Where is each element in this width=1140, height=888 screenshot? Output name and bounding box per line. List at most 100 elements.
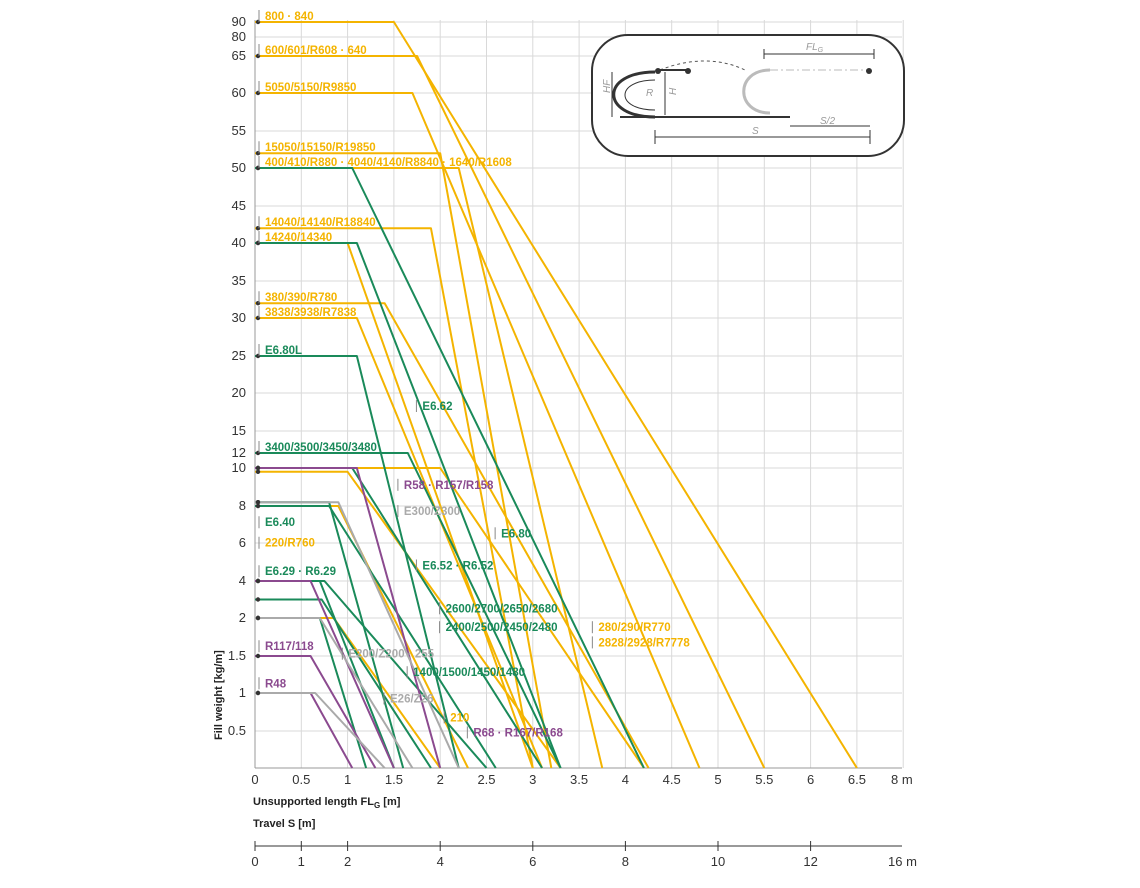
series-start-marker [255, 465, 261, 471]
series-line [255, 55, 766, 769]
series-start-marker [255, 690, 261, 696]
series-line [255, 167, 645, 769]
y-tick-label: 6 [239, 535, 246, 550]
y-tick-label: 20 [232, 385, 246, 400]
series-line [255, 505, 497, 769]
series-start-marker [255, 240, 261, 246]
y-tick-label: 25 [232, 348, 246, 363]
x-tick-label: 5 [714, 772, 721, 787]
x-tick-label: 4.5 [663, 772, 681, 787]
y-tick-label: 40 [232, 235, 246, 250]
series-label: 15050/15150/R19850 [265, 142, 376, 154]
travel-tick-label: 4 [437, 854, 444, 869]
x-axis-unit: 8 m [891, 772, 913, 787]
x-tick-label: 0.5 [292, 772, 310, 787]
series-line [255, 501, 460, 769]
series-label: 2600/2700/2650/2680 [446, 603, 558, 615]
series-label: 220/R760 [265, 538, 315, 550]
svg-text:S: S [752, 126, 759, 137]
series-start-marker [255, 165, 261, 171]
y-tick-label: 30 [232, 310, 246, 325]
travel-tick-label: 8 [622, 854, 629, 869]
y-axis-title: Fill weight [kg/m] [213, 650, 225, 740]
series-label: E200/Z200 · 255 [348, 649, 434, 661]
x-tick-label: 2 [437, 772, 444, 787]
series-label: 2400/2500/2450/2480 [446, 622, 558, 634]
series-label: R117/118 [265, 641, 314, 653]
travel-tick-label: 12 [803, 854, 817, 869]
series-label: 3838/3938/R7838 [265, 307, 357, 319]
y-tick-label: 10 [232, 460, 246, 475]
y-tick-label: 45 [232, 198, 246, 213]
series-label: E6.80 [501, 528, 531, 540]
series-line [255, 355, 460, 769]
y-tick-label: 8 [239, 498, 246, 513]
x-tick-label: 2.5 [477, 772, 495, 787]
series-label: 600/601/R608 · 640 [265, 45, 367, 57]
series-start-marker [255, 151, 261, 156]
y-tick-label: 65 [232, 48, 246, 63]
series-line [255, 302, 650, 769]
travel-axis-unit: 16 m [888, 854, 917, 869]
series-label: E6.80L [265, 345, 302, 357]
y-tick-label: 60 [232, 85, 246, 100]
y-tick-label: 80 [232, 29, 246, 44]
series-start-marker [255, 353, 261, 359]
series-start-marker [255, 90, 261, 96]
series-label: 2828/2928/R7778 [598, 637, 690, 649]
series-line [255, 152, 553, 769]
x-axis-ticks: 0 0.5 1 1.5 2 2.5 3 3.5 4 4.5 5 5.5 6 6.5 [251, 772, 866, 787]
x-tick-label: 1 [344, 772, 351, 787]
x-tick-label: 1.5 [385, 772, 403, 787]
x-tick-label: 6 [807, 772, 814, 787]
series-label: R48 [265, 678, 287, 690]
travel-tick-label: 2 [344, 854, 351, 869]
series-label: 210 [450, 712, 469, 724]
series-start-marker [255, 19, 261, 25]
series-label: 280/290/R770 [598, 622, 670, 634]
series-label: E6.40 [265, 517, 295, 529]
y-tick-label: 55 [232, 123, 246, 138]
series-label: 380/390/R780 [265, 292, 337, 304]
y-tick-label: 0.5 [228, 723, 246, 738]
series-label: E6.29 · R6.29 [265, 566, 336, 578]
y-tick-label: 15 [232, 423, 246, 438]
x-tick-label: 0 [251, 772, 258, 787]
series-start-marker [255, 450, 261, 456]
series-lines [255, 19, 858, 769]
series-start-marker [255, 615, 261, 621]
series-labels: 800 · 840 600/601/R608 · 640 5050/5150/R98… [258, 10, 690, 739]
series-label: E26/Z26 [390, 693, 433, 705]
series-label: 5050/5150/R9850 [265, 82, 356, 94]
x-tick-label: 3.5 [570, 772, 588, 787]
series-label: 400/410/R880 · 4040/4140/R8840 · 1640/R1… [265, 157, 512, 169]
x-tick-label: 6.5 [848, 772, 866, 787]
svg-text:HF: HF [602, 79, 613, 93]
svg-text:S/2: S/2 [820, 116, 835, 127]
series-line [255, 227, 534, 769]
svg-text:R: R [646, 88, 653, 99]
series-label: 14040/14140/R18840 [265, 217, 376, 229]
travel-tick-label: 6 [529, 854, 536, 869]
series-start-marker [255, 653, 261, 659]
series-label: 1400/1500/1450/1480 [413, 667, 525, 679]
series-line [255, 452, 562, 769]
series-label: E6.52 · R6.52 [422, 561, 493, 573]
series-line [255, 580, 395, 769]
y-tick-label: 50 [232, 160, 246, 175]
series-label: 3400/3500/3450/3480 [265, 442, 377, 454]
series-start-marker [255, 597, 261, 602]
series-label: R68 · R167/R168 [473, 727, 563, 739]
series-line [255, 242, 562, 769]
series-line [255, 617, 414, 769]
x-tick-label: 3 [529, 772, 536, 787]
travel-tick-label: 0 [251, 854, 258, 869]
series-start-marker [255, 301, 261, 306]
series-line [255, 92, 701, 769]
series-line [255, 692, 386, 769]
y-tick-label: 35 [232, 273, 246, 288]
series-line [255, 21, 858, 769]
travel-axis-title: Travel S [m] [253, 818, 316, 830]
